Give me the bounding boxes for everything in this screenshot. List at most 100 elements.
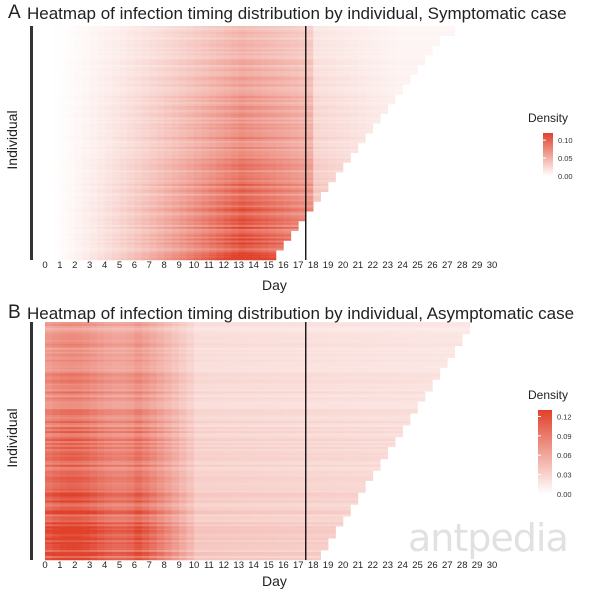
heatmap-cell [290, 170, 299, 173]
heatmap-cell [74, 119, 83, 122]
heatmap-cell [201, 191, 210, 194]
heatmap-cell [216, 174, 225, 177]
heatmap-cell [74, 152, 83, 155]
heatmap-cell [97, 226, 105, 230]
heatmap-cell [89, 121, 98, 124]
heatmap-cell [208, 59, 217, 62]
heatmap-cell [171, 100, 180, 103]
heatmap-cell [156, 72, 165, 75]
heatmap-cell [350, 139, 359, 142]
heatmap-cell [246, 102, 254, 105]
heatmap-cell [171, 215, 180, 218]
heatmap-cell [82, 144, 90, 148]
heatmap-cell [134, 131, 143, 134]
heatmap-cell [231, 45, 239, 48]
heatmap-cell [97, 217, 105, 220]
heatmap-cell [208, 127, 217, 130]
heatmap-cell [238, 123, 247, 126]
heatmap-cell [395, 47, 403, 50]
heatmap-cell [149, 148, 158, 152]
heatmap-cell [283, 154, 292, 157]
heatmap-cell [246, 43, 254, 46]
heatmap-cell [59, 96, 68, 99]
heatmap-cell [141, 49, 150, 52]
heatmap-cell [156, 139, 165, 142]
heatmap-cell [171, 66, 180, 70]
heatmap-cell [223, 221, 232, 224]
heatmap-cell [149, 141, 158, 144]
heatmap-cell [290, 222, 299, 226]
heatmap-cell [67, 57, 76, 60]
heatmap-cell [104, 65, 113, 68]
heatmap-cell [298, 35, 307, 38]
heatmap-cell [141, 166, 150, 169]
heatmap-cell [112, 29, 120, 33]
heatmap-cell [365, 127, 374, 130]
heatmap-cell [305, 86, 314, 89]
heatmap-cell [380, 111, 388, 114]
heatmap-cell [275, 98, 284, 101]
heatmap-cell [201, 189, 210, 192]
heatmap-cell [59, 238, 68, 241]
heatmap-cell [141, 182, 150, 185]
heatmap-cell [343, 63, 351, 66]
heatmap-cell [268, 158, 277, 161]
heatmap-cell [208, 139, 217, 142]
heatmap-cell [171, 129, 180, 132]
heatmap-cell [134, 109, 143, 113]
heatmap-cell [126, 117, 135, 120]
heatmap-cell [74, 98, 83, 101]
heatmap-cell [238, 127, 247, 130]
heatmap-cell [298, 183, 307, 187]
heatmap-cell [201, 195, 210, 198]
heatmap-cell [134, 80, 143, 83]
heatmap-cell [231, 207, 239, 210]
heatmap-cell [52, 45, 61, 48]
heatmap-cell [74, 228, 83, 231]
heatmap-cell [238, 115, 247, 118]
heatmap-cell [186, 221, 195, 224]
heatmap-cell [223, 49, 232, 52]
heatmap-cell [283, 150, 292, 153]
heatmap-cell [335, 45, 344, 48]
heatmap-cell [141, 201, 150, 204]
heatmap-cell [119, 121, 128, 124]
heatmap-cell [59, 156, 68, 159]
heatmap-cell [261, 154, 269, 157]
heatmap-cell [238, 137, 247, 140]
heatmap-cell [164, 92, 172, 95]
heatmap-cell [320, 131, 329, 134]
heatmap-cell [268, 139, 277, 142]
heatmap-cell [112, 230, 120, 233]
heatmap-cell [335, 65, 344, 68]
heatmap-cell [313, 150, 321, 153]
heatmap-cell [231, 133, 239, 136]
heatmap-cell [179, 228, 187, 231]
heatmap-cell [357, 80, 366, 83]
heatmap-cell [164, 129, 172, 132]
heatmap-cell [201, 174, 210, 177]
heatmap-cell [357, 92, 366, 95]
heatmap-cell [201, 246, 210, 249]
heatmap-cell [74, 105, 83, 109]
heatmap-cell [156, 250, 165, 253]
heatmap-cell [357, 133, 366, 136]
heatmap-cell [112, 119, 120, 122]
heatmap-cell [305, 92, 314, 95]
heatmap-cell [45, 240, 53, 243]
heatmap-cell [208, 98, 217, 101]
heatmap-cell [335, 43, 344, 46]
heatmap-cell [238, 113, 247, 116]
heatmap-cell [186, 244, 195, 247]
heatmap-cell [231, 201, 239, 204]
heatmap-cell [343, 109, 351, 113]
heatmap-cell [134, 219, 143, 222]
heatmap-cell [216, 35, 225, 38]
heatmap-cell [208, 96, 217, 99]
heatmap-cell [179, 174, 187, 177]
heatmap-cell [97, 51, 105, 54]
heatmap-cell [74, 59, 83, 62]
heatmap-cell [275, 213, 284, 216]
heatmap-cell [52, 236, 61, 239]
heatmap-cell [164, 131, 172, 134]
